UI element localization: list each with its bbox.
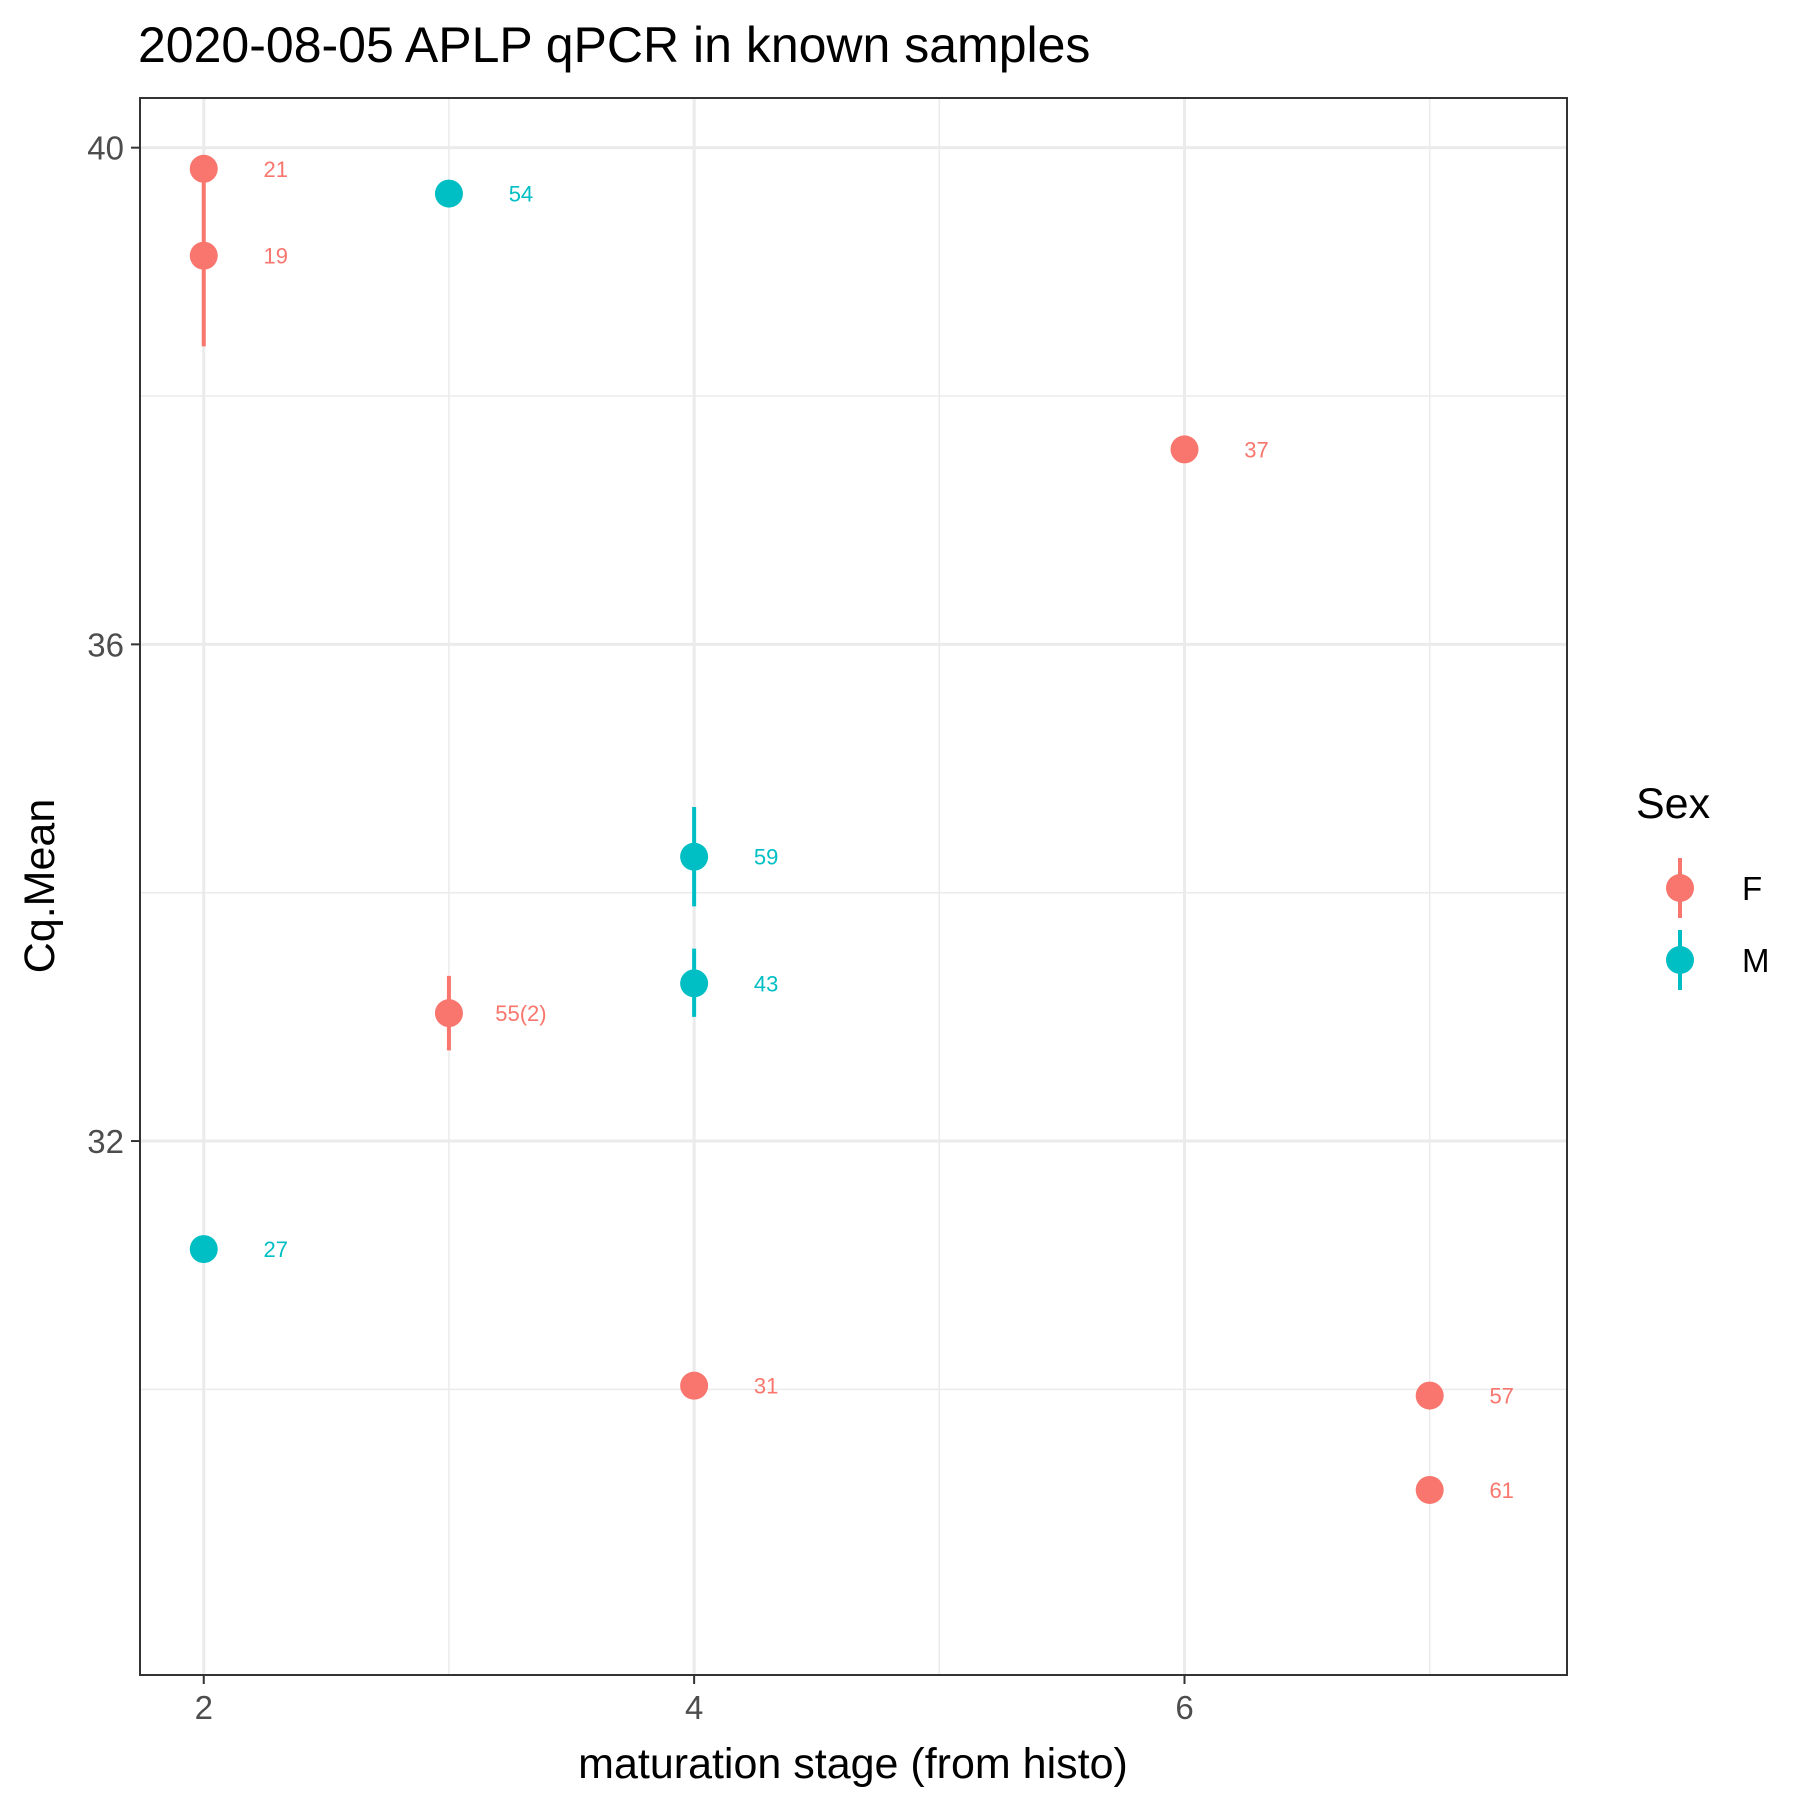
plot-border bbox=[139, 97, 1568, 1676]
data-point bbox=[680, 1371, 709, 1400]
grid-lines bbox=[140, 98, 1567, 1675]
x-axis-title: maturation stage (from histo) bbox=[578, 1740, 1128, 1788]
point-label: 31 bbox=[754, 1374, 778, 1399]
data-points bbox=[189, 154, 1444, 1504]
legend-label: F bbox=[1742, 870, 1762, 907]
x-tick-label: 4 bbox=[685, 1689, 703, 1726]
data-point bbox=[1415, 1475, 1444, 1504]
data-point bbox=[434, 999, 463, 1028]
legend-label: M bbox=[1742, 942, 1770, 979]
point-label: 27 bbox=[264, 1237, 288, 1262]
point-label: 55(2) bbox=[495, 1001, 546, 1026]
point-labels: 21 19 55(2) 31 37 57 61 27 54 59 43 bbox=[264, 157, 1514, 1503]
y-tick-label: 36 bbox=[87, 626, 124, 663]
data-point bbox=[189, 1235, 218, 1264]
point-label: 21 bbox=[264, 157, 288, 182]
point-label: 57 bbox=[1489, 1384, 1513, 1409]
data-point bbox=[1170, 435, 1199, 464]
y-tick-label: 40 bbox=[87, 130, 124, 167]
x-tick-label: 6 bbox=[1175, 1689, 1193, 1726]
legend-key-point bbox=[1666, 946, 1694, 974]
legend: Sex FM bbox=[1636, 780, 1770, 990]
data-point bbox=[189, 241, 218, 270]
point-label: 37 bbox=[1244, 437, 1268, 462]
y-tick-label: 32 bbox=[87, 1123, 124, 1160]
axes: 2 4 6 32 36 40 bbox=[87, 130, 1193, 1726]
chart-title: 2020-08-05 APLP qPCR in known samples bbox=[138, 17, 1090, 73]
data-point bbox=[680, 842, 709, 871]
data-point bbox=[1415, 1381, 1444, 1410]
x-tick-label: 2 bbox=[195, 1689, 213, 1726]
legend-key-point bbox=[1666, 874, 1694, 902]
point-label: 59 bbox=[754, 845, 778, 870]
y-axis-title: Cq.Mean bbox=[16, 799, 64, 973]
plot-panel bbox=[140, 98, 1567, 1675]
point-label: 43 bbox=[754, 971, 778, 996]
point-label: 61 bbox=[1489, 1478, 1513, 1503]
data-point bbox=[680, 969, 709, 998]
data-point bbox=[189, 154, 218, 183]
point-label: 19 bbox=[264, 244, 288, 269]
data-point bbox=[434, 179, 463, 208]
legend-title: Sex bbox=[1636, 780, 1711, 828]
point-label: 54 bbox=[509, 182, 533, 207]
